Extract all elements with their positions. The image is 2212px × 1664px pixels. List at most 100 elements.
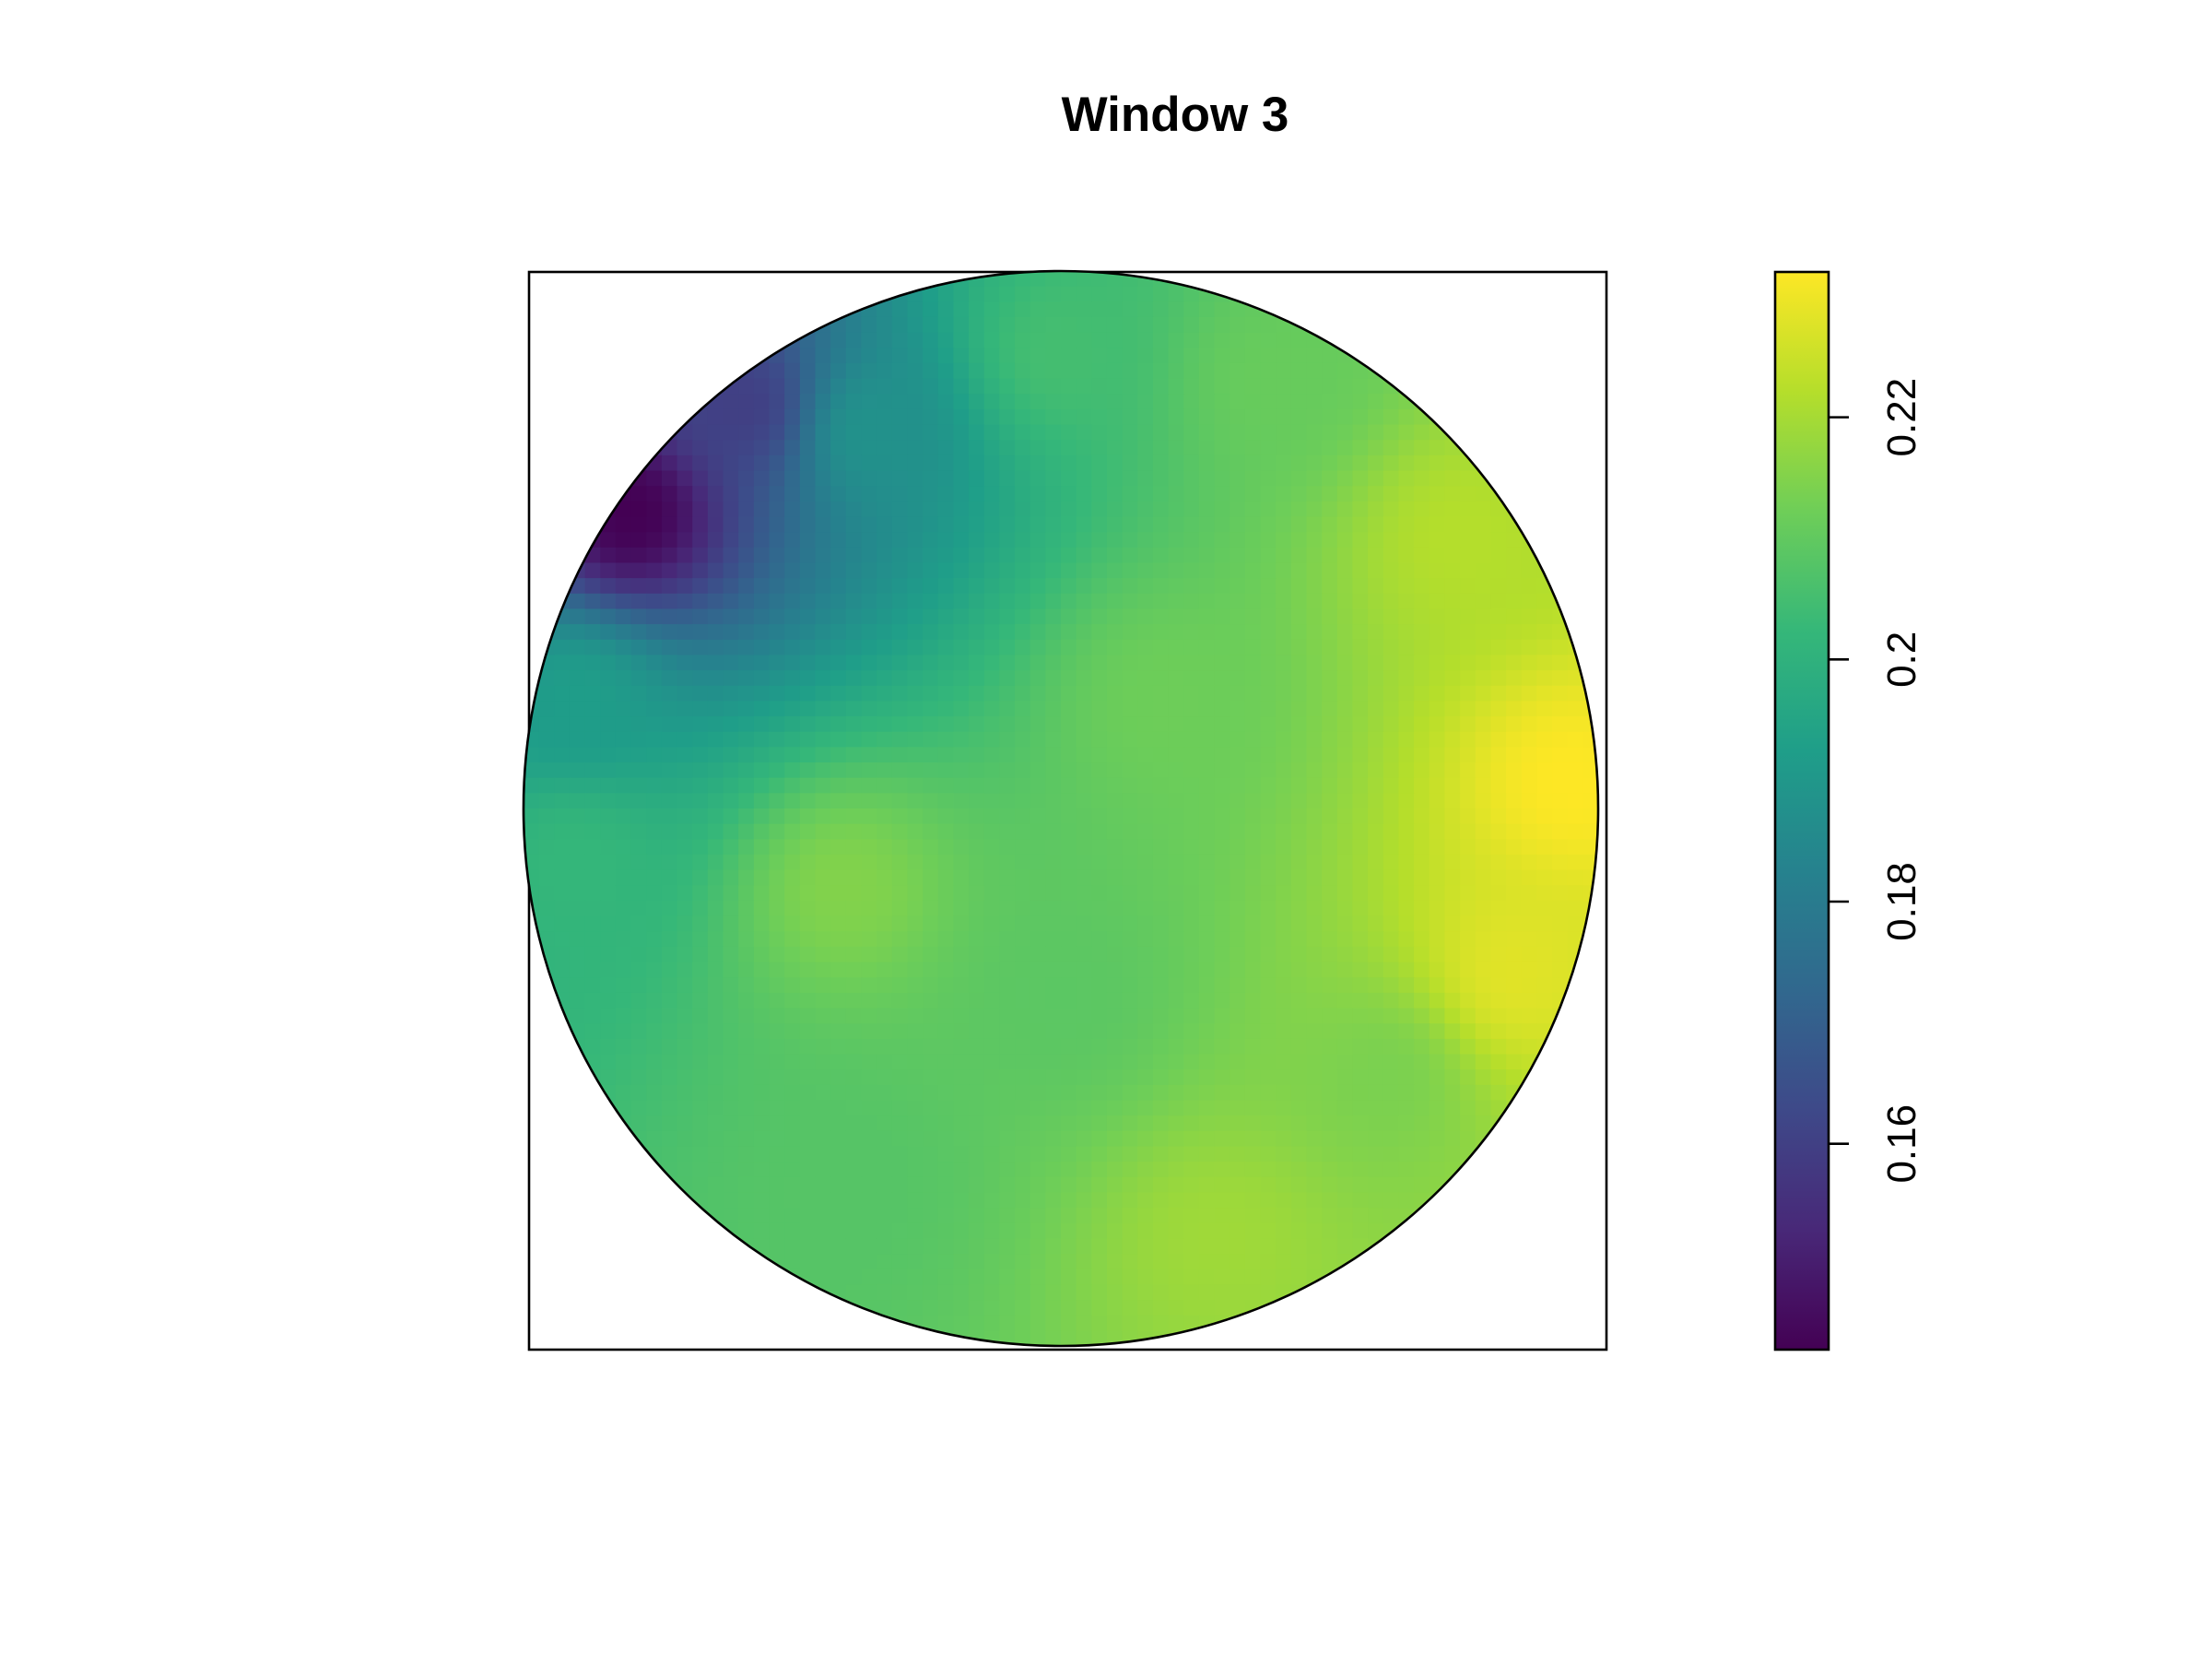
heatmap-cell (1076, 839, 1093, 856)
heatmap-cell (1030, 348, 1047, 364)
heatmap-cell (953, 532, 970, 549)
heatmap-cell (953, 408, 970, 426)
heatmap-cell (1290, 348, 1308, 364)
heatmap-cell (1045, 655, 1062, 671)
heatmap-cell (677, 670, 694, 687)
heatmap-cell (1183, 1054, 1200, 1070)
heatmap-cell (723, 931, 739, 948)
heatmap-cell (1336, 1208, 1354, 1224)
heatmap-cell (1306, 348, 1323, 364)
heatmap-cell (1198, 378, 1216, 395)
heatmap-cell (1444, 808, 1461, 825)
heatmap-cell (1168, 900, 1185, 917)
heatmap-cell (1536, 931, 1553, 948)
heatmap-cell (1183, 1238, 1200, 1255)
heatmap-cell (646, 562, 663, 579)
heatmap-cell (1137, 1069, 1154, 1086)
heatmap-cell (1336, 1100, 1354, 1116)
heatmap-cell (1506, 1054, 1523, 1070)
heatmap-cell (1398, 854, 1415, 871)
heatmap-cell (1183, 1038, 1200, 1056)
heatmap-cell (1198, 593, 1216, 610)
heatmap-cell (937, 316, 955, 334)
heatmap-cell (1552, 1038, 1569, 1056)
heatmap-cell (1414, 593, 1430, 610)
heatmap-cell (937, 1176, 955, 1194)
heatmap-cell (723, 731, 739, 749)
heatmap-cell (1260, 962, 1277, 979)
heatmap-cell (1444, 716, 1461, 733)
heatmap-cell (738, 608, 755, 625)
heatmap-cell (769, 1130, 785, 1148)
heatmap-cell (1198, 516, 1216, 533)
heatmap-cell (1076, 915, 1093, 933)
heatmap-cell (1460, 685, 1477, 702)
heatmap-cell (861, 685, 877, 702)
heatmap-cell (1260, 854, 1277, 871)
heatmap-cell (569, 977, 586, 994)
heatmap-cell (983, 1300, 1001, 1316)
heatmap-cell (1336, 977, 1354, 994)
heatmap-cell (1122, 992, 1139, 1009)
heatmap-cell (661, 593, 678, 610)
heatmap-cell (569, 915, 586, 933)
heatmap-cell (999, 1100, 1016, 1116)
heatmap-cell (1382, 670, 1400, 687)
heatmap-cell (999, 1146, 1016, 1162)
heatmap-cell (677, 747, 694, 763)
heatmap-cell (1122, 470, 1139, 487)
heatmap-cell (1183, 1300, 1200, 1316)
heatmap-cell (1214, 1038, 1231, 1056)
heatmap-cell (969, 440, 985, 456)
heatmap-cell (1230, 762, 1246, 779)
heatmap-cell (830, 486, 847, 502)
heatmap-cell (1030, 793, 1047, 809)
heatmap-cell (937, 685, 955, 702)
heatmap-cell (554, 701, 571, 717)
heatmap-cell (1414, 1054, 1430, 1070)
heatmap-cell (830, 547, 847, 564)
heatmap-cell (769, 1162, 785, 1178)
heatmap-cell (937, 440, 955, 456)
heatmap-cell (937, 1008, 955, 1024)
heatmap-cell (1137, 869, 1154, 887)
heatmap-cell (983, 1084, 1001, 1102)
heatmap-cell (630, 1069, 648, 1086)
heatmap-cell (969, 332, 985, 349)
heatmap-cell (1030, 470, 1047, 487)
heatmap-cell (1061, 624, 1077, 641)
heatmap-cell (723, 854, 739, 871)
heatmap-cell (661, 532, 678, 549)
heatmap-cell (1460, 915, 1477, 933)
heatmap-cell (1214, 946, 1231, 963)
heatmap-cell (1183, 532, 1200, 549)
heatmap-cell (1322, 608, 1338, 625)
heatmap-cell (661, 1069, 678, 1086)
heatmap-cell (1122, 1315, 1139, 1332)
heatmap-cell (1061, 1084, 1077, 1102)
heatmap-cell (1244, 532, 1262, 549)
heatmap-cell (1076, 486, 1093, 502)
heatmap-cell (983, 486, 1001, 502)
heatmap-cell (1183, 624, 1200, 641)
heatmap-cell (1076, 1084, 1093, 1102)
heatmap-cell (677, 608, 694, 625)
heatmap-cell (1214, 701, 1231, 717)
heatmap-cell (999, 608, 1016, 625)
heatmap-cell (845, 378, 863, 395)
heatmap-cell (1276, 655, 1292, 671)
heatmap-cell (1506, 762, 1523, 779)
heatmap-cell (707, 854, 724, 871)
heatmap-cell (1290, 501, 1308, 518)
heatmap-cell (646, 1054, 663, 1070)
heatmap-cell (969, 946, 985, 963)
heatmap-cell (707, 823, 724, 841)
heatmap-cell (1168, 670, 1185, 687)
heatmap-cell (999, 486, 1016, 502)
heatmap-cell (999, 1284, 1016, 1301)
heatmap-cell (815, 1100, 831, 1116)
heatmap-cell (1260, 562, 1277, 579)
heatmap-cell (1168, 1284, 1185, 1301)
heatmap-cell (877, 701, 893, 717)
heatmap-cell (753, 1008, 771, 1024)
